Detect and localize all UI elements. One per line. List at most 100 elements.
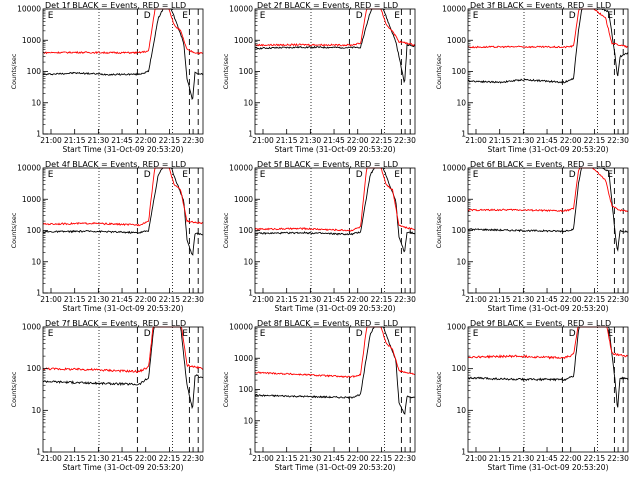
lld-series-line — [42, 326, 204, 374]
interval-marker-label: D — [144, 170, 151, 180]
x-tick-label: 21:30 — [513, 136, 535, 145]
y-axis-label: Counts/sec — [435, 53, 443, 89]
y-tick-label: 10000 — [229, 323, 253, 332]
y-tick-label: 10 — [31, 98, 41, 107]
y-axis-label: Counts/sec — [222, 212, 230, 248]
x-tick-label: 22:15 — [584, 454, 606, 463]
x-tick-label: 21:15 — [276, 295, 298, 304]
x-tick-label: 22:30 — [394, 136, 416, 145]
y-tick-label: 1 — [461, 289, 466, 298]
x-tick-label: 21:00 — [465, 295, 487, 304]
x-axis-label: Start Time (31-Oct-09 20:53:20) — [62, 304, 183, 313]
x-tick-label: 22:30 — [607, 136, 629, 145]
x-tick-label: 21:15 — [64, 136, 86, 145]
y-tick-label: 10 — [31, 257, 41, 266]
plot-frame — [42, 326, 204, 453]
interval-marker-label: D — [356, 170, 363, 180]
y-tick-label: 1 — [248, 289, 253, 298]
plot-frame — [42, 8, 204, 135]
x-tick-label: 22:00 — [347, 295, 369, 304]
events-series-line — [254, 167, 416, 253]
y-axis-label: Counts/sec — [10, 212, 18, 248]
x-tick-label: 22:00 — [135, 295, 157, 304]
x-tick-label: 21:15 — [489, 136, 511, 145]
x-tick-label: 22:00 — [135, 136, 157, 145]
x-tick-label: 22:00 — [347, 136, 369, 145]
x-tick-label: 21:00 — [252, 295, 274, 304]
lld-series-line — [42, 167, 204, 227]
y-tick-label: 1 — [36, 448, 41, 457]
interval-marker-label: E — [48, 11, 54, 21]
interval-marker-label: E — [394, 11, 400, 21]
chart-title: Det 5f BLACK = Events, RED = LLD — [257, 160, 398, 169]
x-tick-label: 21:30 — [88, 454, 110, 463]
y-tick-label: 1 — [248, 448, 253, 457]
lld-series-line — [254, 326, 416, 379]
x-tick-label: 21:45 — [323, 136, 345, 145]
plot-frame — [254, 8, 416, 135]
y-tick-label: 100 — [452, 226, 467, 235]
x-tick-label: 22:30 — [182, 295, 204, 304]
events-series-line — [42, 167, 203, 256]
events-series-line — [467, 326, 629, 408]
x-tick-label: 21:30 — [300, 454, 322, 463]
y-tick-label: 1 — [36, 130, 41, 139]
x-tick-label: 21:15 — [64, 295, 86, 304]
interval-marker-label: D — [144, 11, 151, 21]
events-series-line — [254, 326, 416, 415]
x-tick-label: 21:15 — [64, 454, 86, 463]
interval-marker-label: D — [569, 11, 576, 21]
lld-series-line — [254, 167, 416, 232]
interval-marker-label: E — [260, 11, 266, 21]
chart-title: Det 9f BLACK = Events, RED = LLD — [470, 319, 611, 328]
y-tick-label: 100 — [27, 67, 42, 76]
interval-marker-label: E — [48, 170, 54, 180]
y-tick-label: 10 — [243, 416, 253, 425]
events-series-line — [42, 8, 204, 100]
x-tick-label: 22:15 — [584, 295, 606, 304]
x-tick-label: 22:30 — [394, 454, 416, 463]
interval-marker-label: D — [569, 170, 576, 180]
x-tick-label: 21:45 — [536, 136, 558, 145]
y-tick-label: 10000 — [229, 5, 253, 14]
x-tick-label: 21:00 — [40, 136, 62, 145]
chart-title: Det 6f BLACK = Events, RED = LLD — [470, 160, 611, 169]
y-tick-label: 1000 — [22, 195, 41, 204]
y-tick-label: 1000 — [234, 36, 253, 45]
x-tick-label: 21:00 — [252, 454, 274, 463]
interval-marker-label: D — [356, 329, 363, 339]
y-axis-label: Counts/sec — [435, 212, 443, 248]
x-tick-label: 22:30 — [607, 295, 629, 304]
x-tick-label: 21:45 — [323, 454, 345, 463]
y-tick-label: 1 — [36, 289, 41, 298]
x-tick-label: 21:45 — [111, 136, 133, 145]
y-tick-label: 1000 — [22, 36, 41, 45]
lld-series-line — [467, 8, 629, 49]
x-tick-label: 21:45 — [111, 295, 133, 304]
x-tick-label: 22:15 — [159, 295, 181, 304]
x-tick-label: 22:00 — [135, 454, 157, 463]
interval-marker-label: D — [356, 11, 363, 21]
y-axis-label: Counts/sec — [10, 53, 18, 89]
plot-frame — [42, 167, 204, 294]
x-tick-label: 22:00 — [347, 454, 369, 463]
x-tick-label: 21:15 — [276, 136, 298, 145]
x-tick-label: 22:15 — [159, 136, 181, 145]
y-tick-label: 100 — [239, 385, 254, 394]
chart-title: Det 8f BLACK = Events, RED = LLD — [257, 319, 398, 328]
x-tick-label: 22:15 — [371, 136, 393, 145]
x-tick-label: 21:15 — [489, 295, 511, 304]
y-tick-label: 10 — [243, 257, 253, 266]
plot-frame — [467, 8, 629, 135]
y-tick-label: 1000 — [447, 195, 466, 204]
interval-marker-label: E — [394, 329, 400, 339]
y-tick-label: 1 — [248, 130, 253, 139]
interval-marker-label: E — [607, 170, 613, 180]
y-tick-label: 1000 — [234, 195, 253, 204]
x-tick-label: 22:15 — [159, 454, 181, 463]
y-tick-label: 1000 — [22, 323, 41, 332]
